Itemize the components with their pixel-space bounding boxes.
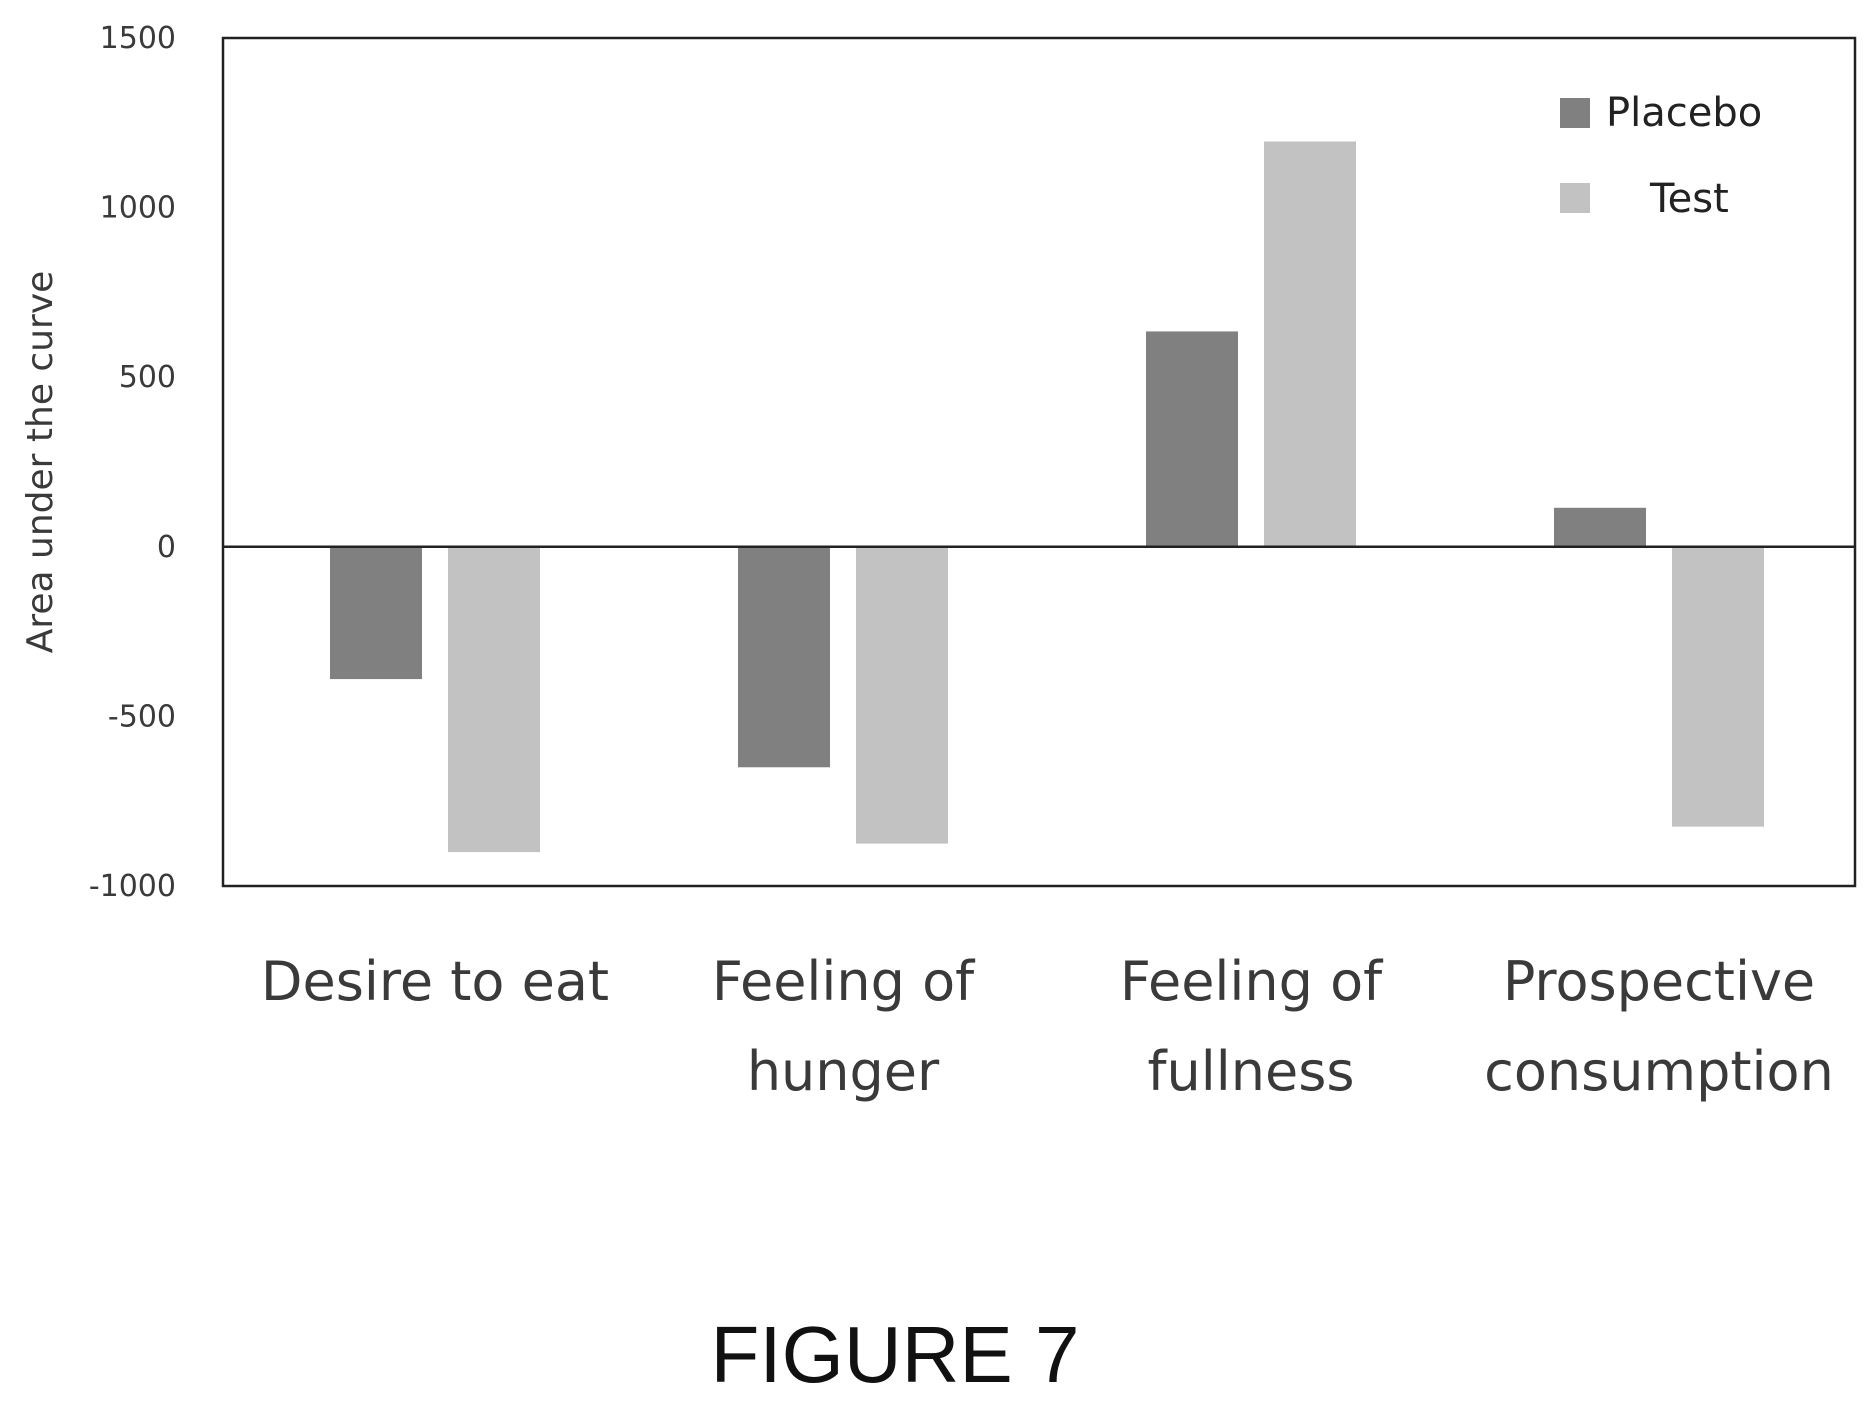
bars-layer	[330, 141, 1764, 853]
plot-frame	[221, 36, 1857, 888]
y-tick-label: 500	[119, 360, 176, 395]
category-labels: Desire to eat Feeling of hunger Feeling of f…	[261, 950, 1834, 1103]
legend: Placebo Test	[1560, 90, 1762, 222]
legend-swatch-test	[1560, 183, 1590, 213]
bar-test-2	[1264, 141, 1356, 547]
category-label-0-0: Desire to eat	[261, 950, 609, 1013]
category-label-1-1: hunger	[747, 1040, 940, 1103]
y-tick-labels: 1500 1000 500 0 -500 -1000	[89, 21, 176, 904]
bar-test-3	[1672, 546, 1764, 827]
legend-label-test: Test	[1649, 176, 1729, 222]
y-tick-label: 1500	[100, 21, 176, 56]
y-axis-label: Area under the curve	[20, 271, 61, 654]
category-label-3-1: consumption	[1484, 1040, 1834, 1103]
y-tick-label: -1000	[89, 869, 176, 904]
bar-placebo-3	[1554, 507, 1646, 547]
category-label-2-0: Feeling of	[1120, 950, 1384, 1013]
figure-caption: FIGURE 7	[710, 1310, 1080, 1399]
y-tick-label: 1000	[100, 191, 176, 226]
y-tick-label: 0	[157, 530, 176, 565]
bar-test-1	[856, 546, 948, 844]
category-label-2-1: fullness	[1148, 1040, 1355, 1103]
bar-placebo-2	[1146, 331, 1238, 547]
category-label-1-0: Feeling of	[712, 950, 976, 1013]
legend-label-placebo: Placebo	[1606, 90, 1762, 136]
bar-placebo-1	[738, 546, 830, 768]
y-tick-label: -500	[108, 699, 176, 734]
category-label-3-0: Prospective	[1503, 950, 1815, 1013]
bar-test-0	[448, 546, 540, 853]
bar-placebo-0	[330, 546, 422, 680]
legend-swatch-placebo	[1560, 98, 1590, 128]
